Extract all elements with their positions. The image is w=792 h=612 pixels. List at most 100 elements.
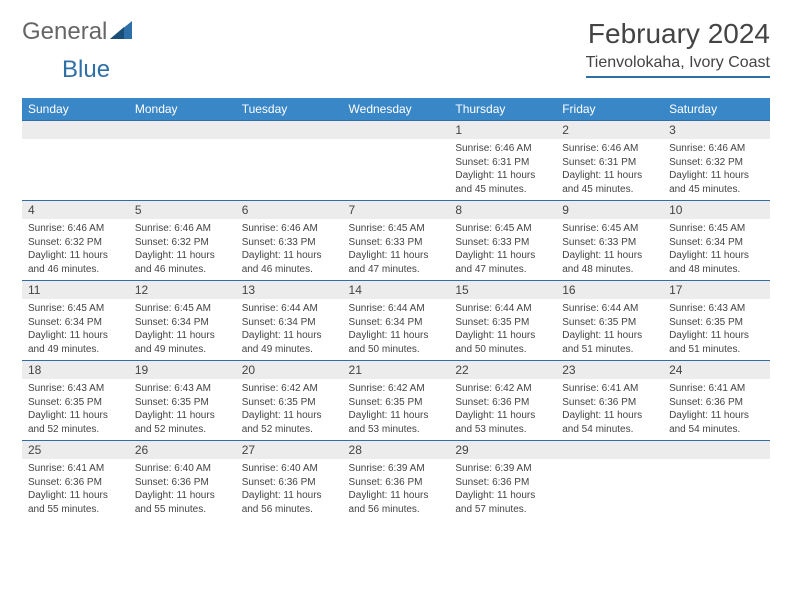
sunrise-text: Sunrise: 6:45 AM: [669, 222, 764, 236]
calendar-week-row: 18Sunrise: 6:43 AMSunset: 6:35 PMDayligh…: [22, 361, 770, 441]
sunrise-text: Sunrise: 6:43 AM: [135, 382, 230, 396]
day-number: 7: [343, 201, 450, 219]
day-number: 22: [449, 361, 556, 379]
daylight-text: and 50 minutes.: [349, 343, 444, 357]
daylight-text: and 51 minutes.: [669, 343, 764, 357]
daylight-text: Daylight: 11 hours: [349, 409, 444, 423]
brand-triangle-icon: [110, 18, 132, 46]
calendar-day-cell: 14Sunrise: 6:44 AMSunset: 6:34 PMDayligh…: [343, 281, 450, 361]
day-number: 29: [449, 441, 556, 459]
calendar-table: SundayMondayTuesdayWednesdayThursdayFrid…: [22, 98, 770, 520]
daylight-text: Daylight: 11 hours: [242, 329, 337, 343]
month-title: February 2024: [586, 18, 770, 50]
day-data: Sunrise: 6:43 AMSunset: 6:35 PMDaylight:…: [22, 379, 129, 440]
daylight-text: Daylight: 11 hours: [28, 409, 123, 423]
sunrise-text: Sunrise: 6:45 AM: [135, 302, 230, 316]
day-data: Sunrise: 6:45 AMSunset: 6:34 PMDaylight:…: [22, 299, 129, 360]
calendar-day-cell: 13Sunrise: 6:44 AMSunset: 6:34 PMDayligh…: [236, 281, 343, 361]
calendar-day-cell: 16Sunrise: 6:44 AMSunset: 6:35 PMDayligh…: [556, 281, 663, 361]
sunrise-text: Sunrise: 6:40 AM: [135, 462, 230, 476]
sunset-text: Sunset: 6:35 PM: [135, 396, 230, 410]
calendar-day-cell: 15Sunrise: 6:44 AMSunset: 6:35 PMDayligh…: [449, 281, 556, 361]
sunset-text: Sunset: 6:32 PM: [669, 156, 764, 170]
daylight-text: Daylight: 11 hours: [455, 169, 550, 183]
sunset-text: Sunset: 6:33 PM: [562, 236, 657, 250]
sunrise-text: Sunrise: 6:46 AM: [242, 222, 337, 236]
calendar-day-cell: 4Sunrise: 6:46 AMSunset: 6:32 PMDaylight…: [22, 201, 129, 281]
calendar-day-cell: [236, 121, 343, 201]
daylight-text: Daylight: 11 hours: [135, 329, 230, 343]
day-number: 24: [663, 361, 770, 379]
daylight-text: and 51 minutes.: [562, 343, 657, 357]
calendar-day-cell: 17Sunrise: 6:43 AMSunset: 6:35 PMDayligh…: [663, 281, 770, 361]
day-number: 14: [343, 281, 450, 299]
day-data: Sunrise: 6:39 AMSunset: 6:36 PMDaylight:…: [449, 459, 556, 520]
sunrise-text: Sunrise: 6:39 AM: [349, 462, 444, 476]
calendar-day-cell: 26Sunrise: 6:40 AMSunset: 6:36 PMDayligh…: [129, 441, 236, 521]
day-number: 23: [556, 361, 663, 379]
calendar-day-cell: 23Sunrise: 6:41 AMSunset: 6:36 PMDayligh…: [556, 361, 663, 441]
daylight-text: and 52 minutes.: [28, 423, 123, 437]
daylight-text: and 56 minutes.: [349, 503, 444, 517]
weekday-header: Monday: [129, 98, 236, 121]
daylight-text: Daylight: 11 hours: [349, 329, 444, 343]
calendar-day-cell: 18Sunrise: 6:43 AMSunset: 6:35 PMDayligh…: [22, 361, 129, 441]
day-data: Sunrise: 6:42 AMSunset: 6:35 PMDaylight:…: [343, 379, 450, 440]
calendar-day-cell: 9Sunrise: 6:45 AMSunset: 6:33 PMDaylight…: [556, 201, 663, 281]
weekday-header: Thursday: [449, 98, 556, 121]
sunrise-text: Sunrise: 6:45 AM: [455, 222, 550, 236]
sunrise-text: Sunrise: 6:41 AM: [562, 382, 657, 396]
day-number: 20: [236, 361, 343, 379]
daylight-text: Daylight: 11 hours: [669, 409, 764, 423]
sunset-text: Sunset: 6:36 PM: [455, 476, 550, 490]
calendar-day-cell: 3Sunrise: 6:46 AMSunset: 6:32 PMDaylight…: [663, 121, 770, 201]
daylight-text: and 46 minutes.: [242, 263, 337, 277]
sunrise-text: Sunrise: 6:44 AM: [562, 302, 657, 316]
brand-part1: General: [22, 18, 107, 46]
daylight-text: and 45 minutes.: [455, 183, 550, 197]
sunrise-text: Sunrise: 6:46 AM: [135, 222, 230, 236]
sunrise-text: Sunrise: 6:44 AM: [349, 302, 444, 316]
daylight-text: and 52 minutes.: [242, 423, 337, 437]
daylight-text: Daylight: 11 hours: [455, 329, 550, 343]
day-data: Sunrise: 6:46 AMSunset: 6:32 PMDaylight:…: [663, 139, 770, 200]
daylight-text: Daylight: 11 hours: [28, 329, 123, 343]
daylight-text: Daylight: 11 hours: [242, 249, 337, 263]
day-data: Sunrise: 6:46 AMSunset: 6:31 PMDaylight:…: [449, 139, 556, 200]
sunset-text: Sunset: 6:35 PM: [242, 396, 337, 410]
sunset-text: Sunset: 6:36 PM: [562, 396, 657, 410]
daylight-text: Daylight: 11 hours: [562, 169, 657, 183]
sunrise-text: Sunrise: 6:46 AM: [455, 142, 550, 156]
daylight-text: Daylight: 11 hours: [28, 249, 123, 263]
sunrise-text: Sunrise: 6:44 AM: [455, 302, 550, 316]
daylight-text: and 57 minutes.: [455, 503, 550, 517]
daylight-text: Daylight: 11 hours: [242, 489, 337, 503]
sunset-text: Sunset: 6:36 PM: [242, 476, 337, 490]
sunrise-text: Sunrise: 6:43 AM: [28, 382, 123, 396]
day-number: 26: [129, 441, 236, 459]
daylight-text: and 48 minutes.: [669, 263, 764, 277]
brand-part2: Blue: [62, 56, 110, 84]
sunset-text: Sunset: 6:33 PM: [455, 236, 550, 250]
daylight-text: and 49 minutes.: [135, 343, 230, 357]
daylight-text: and 55 minutes.: [28, 503, 123, 517]
weekday-header: Friday: [556, 98, 663, 121]
weekday-header: Sunday: [22, 98, 129, 121]
calendar-day-cell: 29Sunrise: 6:39 AMSunset: 6:36 PMDayligh…: [449, 441, 556, 521]
calendar-day-cell: 27Sunrise: 6:40 AMSunset: 6:36 PMDayligh…: [236, 441, 343, 521]
sunrise-text: Sunrise: 6:45 AM: [349, 222, 444, 236]
calendar-day-cell: 8Sunrise: 6:45 AMSunset: 6:33 PMDaylight…: [449, 201, 556, 281]
day-number: 1: [449, 121, 556, 139]
day-data: Sunrise: 6:40 AMSunset: 6:36 PMDaylight:…: [129, 459, 236, 520]
calendar-week-row: 11Sunrise: 6:45 AMSunset: 6:34 PMDayligh…: [22, 281, 770, 361]
calendar-day-cell: [129, 121, 236, 201]
day-data: Sunrise: 6:40 AMSunset: 6:36 PMDaylight:…: [236, 459, 343, 520]
sunset-text: Sunset: 6:34 PM: [135, 316, 230, 330]
weekday-header-row: SundayMondayTuesdayWednesdayThursdayFrid…: [22, 98, 770, 121]
day-data: Sunrise: 6:44 AMSunset: 6:35 PMDaylight:…: [556, 299, 663, 360]
calendar-week-row: 4Sunrise: 6:46 AMSunset: 6:32 PMDaylight…: [22, 201, 770, 281]
calendar-day-cell: 21Sunrise: 6:42 AMSunset: 6:35 PMDayligh…: [343, 361, 450, 441]
sunrise-text: Sunrise: 6:42 AM: [455, 382, 550, 396]
calendar-day-cell: 1Sunrise: 6:46 AMSunset: 6:31 PMDaylight…: [449, 121, 556, 201]
sunset-text: Sunset: 6:35 PM: [669, 316, 764, 330]
